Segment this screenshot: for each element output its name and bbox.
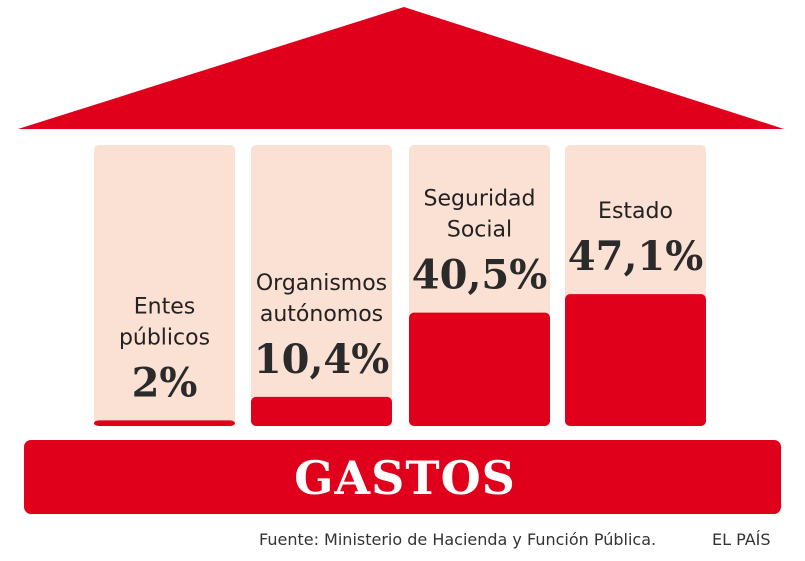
chart-title: GASTOS xyxy=(294,451,516,505)
data-label: 40,5% xyxy=(412,252,547,299)
source-note: Fuente: Ministerio de Hacienda y Función… xyxy=(259,530,657,549)
roof xyxy=(18,7,784,129)
bar-3 xyxy=(409,312,550,426)
category-label: Estado xyxy=(598,199,673,224)
category-label: Seguridad xyxy=(424,187,536,212)
category-label: Organismos xyxy=(256,271,387,296)
bar-2 xyxy=(251,396,392,426)
category-label: Entes xyxy=(134,294,195,319)
column-background xyxy=(94,145,235,426)
columns: 2% Entes públicos 10,4% Organismos autónomos 4… xyxy=(94,145,706,426)
category-label: públicos xyxy=(119,325,210,350)
column-background xyxy=(251,145,392,426)
bar-1 xyxy=(94,420,235,426)
brand-logo: EL PAÍS xyxy=(712,530,771,549)
bar-4 xyxy=(565,294,706,426)
category-label: autónomos xyxy=(260,302,383,327)
data-label: 47,1% xyxy=(568,233,703,280)
data-label: 2% xyxy=(132,359,198,406)
gastos-banner xyxy=(24,440,781,514)
data-label: 10,4% xyxy=(254,336,389,383)
category-label: Social xyxy=(447,218,512,243)
